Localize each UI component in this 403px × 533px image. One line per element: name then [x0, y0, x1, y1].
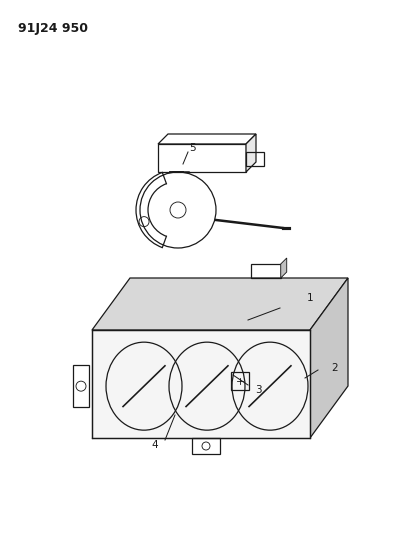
Bar: [251, 264, 281, 278]
Bar: [73, 365, 89, 407]
Polygon shape: [92, 278, 348, 330]
Bar: [246, 152, 264, 166]
Bar: [92, 330, 310, 438]
Text: 1: 1: [307, 293, 313, 303]
Polygon shape: [281, 258, 287, 278]
Text: 5: 5: [190, 143, 196, 153]
Text: 91J24 950: 91J24 950: [18, 22, 88, 35]
Bar: [192, 438, 220, 454]
Text: 4: 4: [152, 440, 158, 450]
Text: 3: 3: [255, 385, 261, 395]
Polygon shape: [310, 278, 348, 438]
Bar: [231, 372, 249, 390]
Polygon shape: [246, 134, 256, 172]
Bar: [158, 144, 246, 172]
Text: 2: 2: [332, 363, 338, 373]
